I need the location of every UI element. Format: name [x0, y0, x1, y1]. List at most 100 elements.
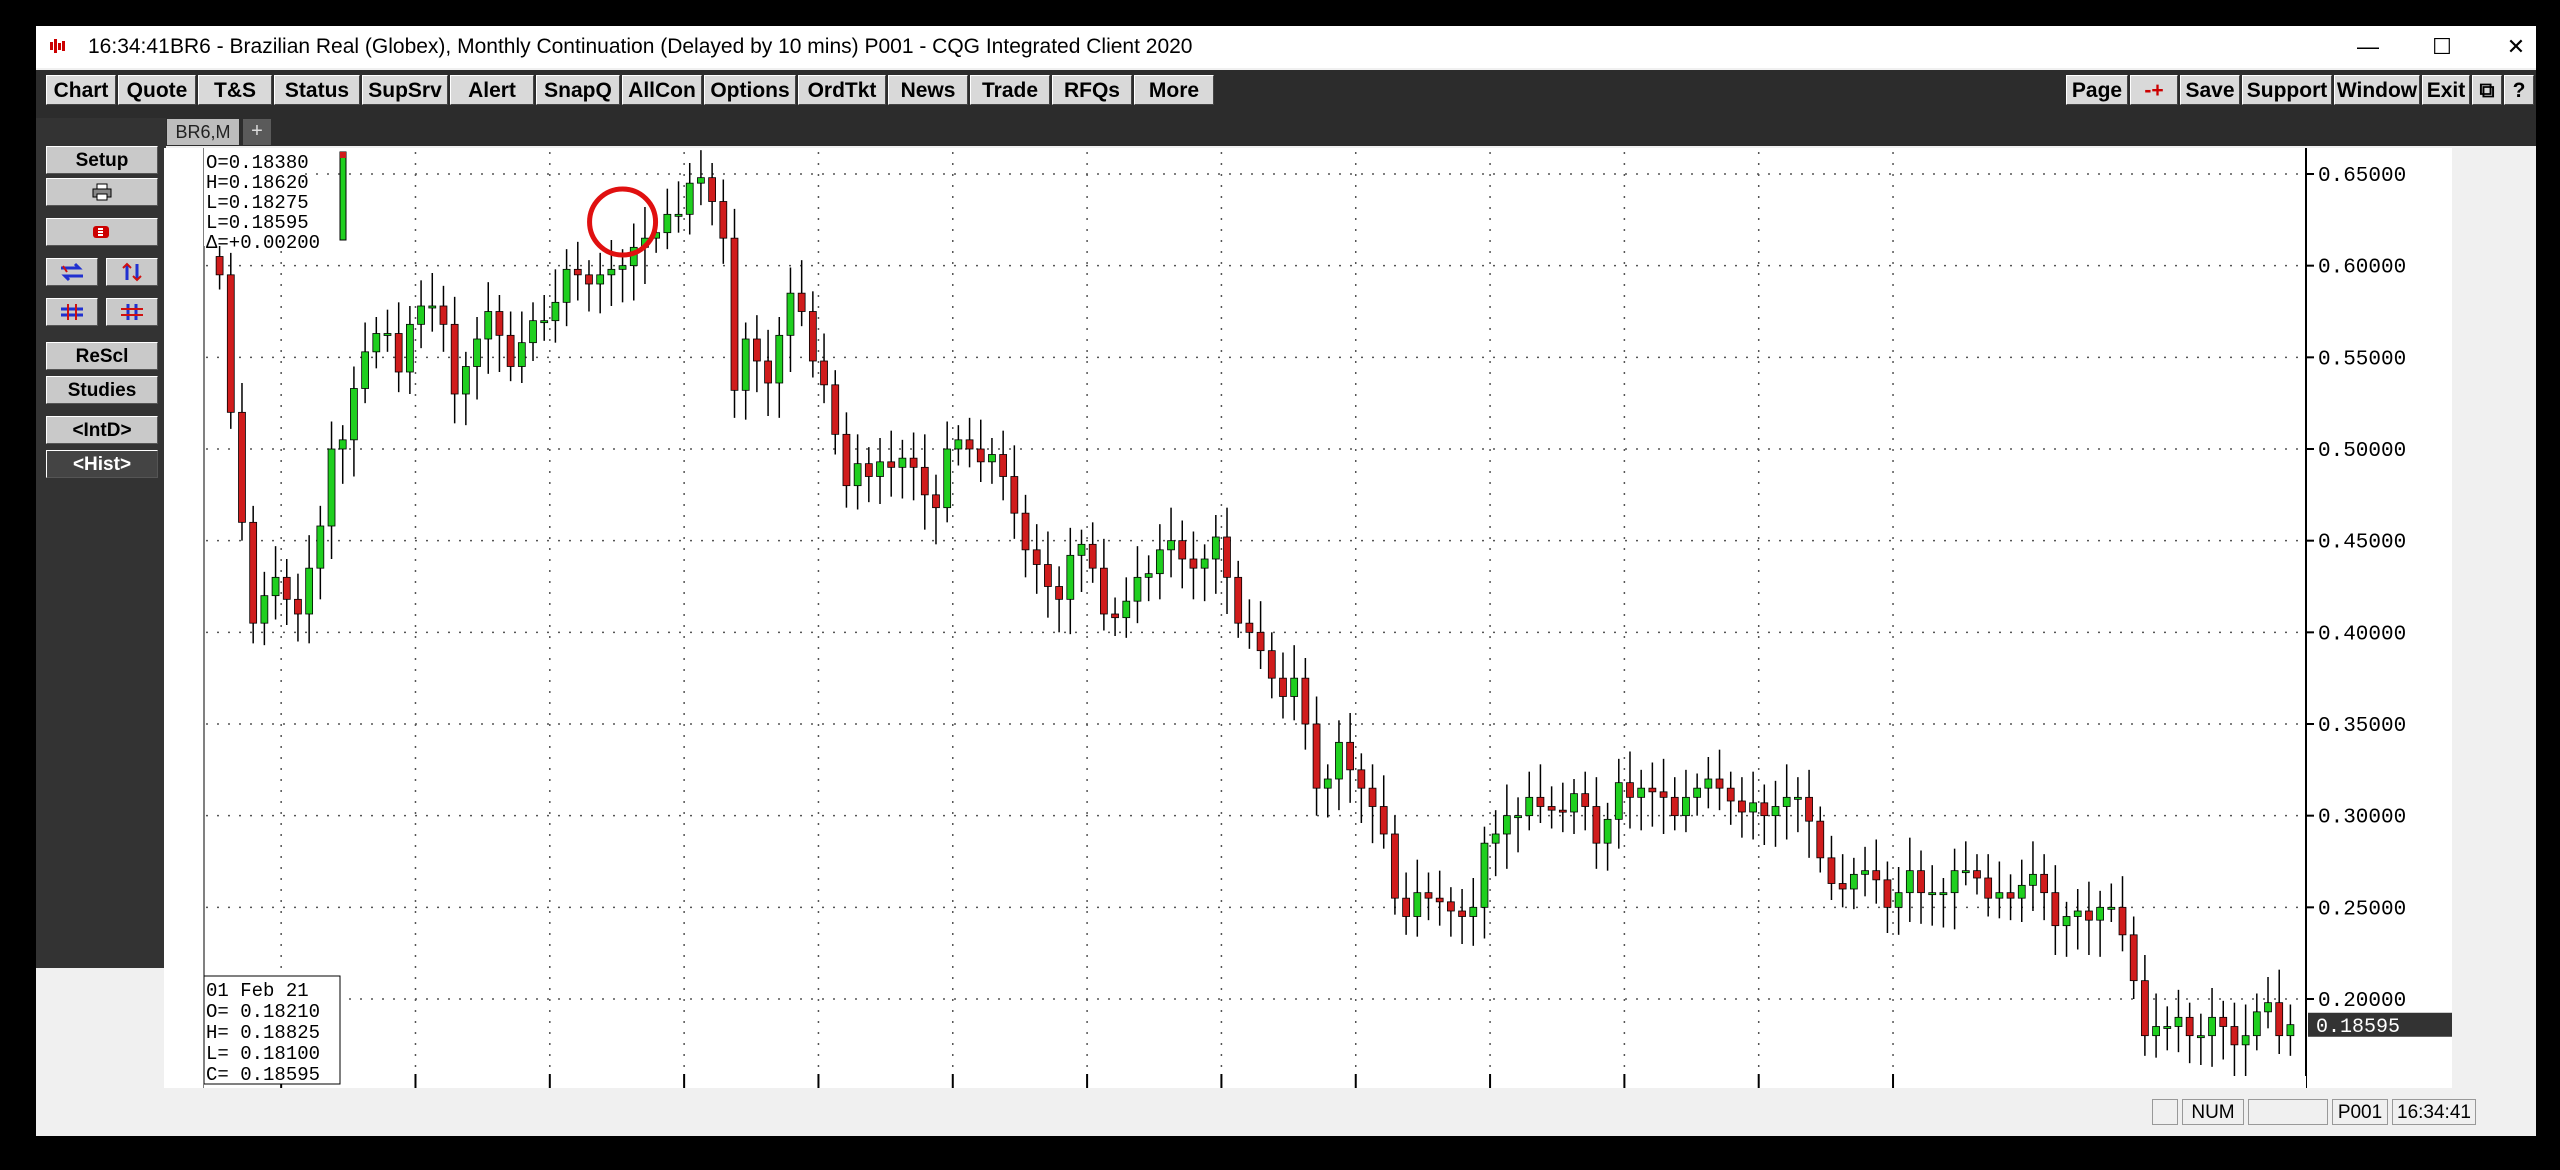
candle-body	[932, 494, 940, 509]
support-button[interactable]: Support	[2242, 75, 2332, 105]
candle-body	[1301, 677, 1310, 725]
vertical-expand-icon[interactable]	[106, 298, 158, 326]
candle-body	[988, 454, 996, 463]
rescale-button[interactable]: ReScl	[46, 342, 158, 370]
candle-body	[573, 268, 582, 276]
candle-body	[2275, 1002, 2284, 1037]
quote-button[interactable]: Quote	[118, 75, 196, 105]
candle-body	[697, 177, 705, 184]
candle-body	[1950, 870, 1959, 894]
candle-body	[943, 448, 952, 509]
print-icon[interactable]	[46, 178, 158, 206]
price-tick-label: 0.30000	[2318, 807, 2406, 830]
last-price-label: 0.18595	[2316, 1016, 2400, 1039]
options-button[interactable]: Options	[704, 75, 796, 105]
rfqs-button[interactable]: RFQs	[1052, 75, 1132, 105]
candle-body	[753, 338, 761, 362]
add-tab-button[interactable]: +	[243, 119, 271, 145]
close-button[interactable]: ✕	[2506, 34, 2526, 59]
candle-body	[1894, 892, 1903, 908]
price-chart[interactable]: 0.65000 0.60000 0.55000 0.50000 0.45000 0.400…	[164, 148, 2452, 1088]
price-tick-label: 0.65000	[2318, 165, 2406, 188]
alert-button[interactable]: Alert	[450, 75, 534, 105]
history-button[interactable]: <Hist>	[46, 450, 158, 478]
restore-icon[interactable]: ⧉	[2472, 75, 2502, 105]
num-lock-indicator: NUM	[2182, 1099, 2244, 1125]
more-button[interactable]: More	[1134, 75, 1214, 105]
candle-body	[473, 338, 481, 367]
status-button[interactable]: Status	[274, 75, 360, 105]
exit-button[interactable]: Exit	[2422, 75, 2470, 105]
candle-body	[305, 567, 314, 615]
candle-body	[1133, 576, 1142, 602]
price-tick-label: 0.25000	[2318, 898, 2406, 921]
candle-body	[1637, 787, 1646, 798]
candle-body	[965, 439, 974, 450]
candle-body	[596, 274, 605, 285]
candle-body	[1704, 778, 1713, 789]
candle-body	[1738, 800, 1746, 813]
candle-body	[1961, 870, 1970, 874]
price-tick-label: 0.35000	[2318, 715, 2406, 738]
ordtkt-button[interactable]: OrdTkt	[798, 75, 886, 105]
candle-body	[585, 274, 593, 285]
status-bar: NUM P001 16:34:41	[36, 1094, 2536, 1136]
candle-body	[1514, 815, 1522, 819]
tab-br6-monthly[interactable]: BR6,M	[167, 119, 239, 145]
candle-body	[1861, 870, 1869, 875]
candle-body	[1391, 833, 1399, 899]
candle-body	[999, 454, 1008, 477]
candle-body	[1648, 787, 1657, 793]
maximize-button[interactable]: ☐	[2432, 34, 2452, 59]
candle-body	[350, 388, 358, 441]
ohlc-date: 01 Feb 21	[206, 980, 309, 1002]
candle-body	[484, 311, 493, 340]
allcon-button[interactable]: AllCon	[622, 75, 702, 105]
cursor-mode-icon[interactable]	[46, 218, 158, 246]
chart-sidebar: Setup ReScl Studies <IntD> <Hist>	[36, 118, 166, 968]
candle-body	[2118, 906, 2127, 936]
minimize-button[interactable]: —	[2357, 34, 2379, 59]
save-button[interactable]: Save	[2180, 75, 2240, 105]
candle-body	[1167, 540, 1175, 551]
candle-body	[741, 338, 750, 391]
page-button[interactable]: Page	[2066, 75, 2128, 105]
studies-button[interactable]: Studies	[46, 376, 158, 404]
horizontal-expand-icon[interactable]	[46, 298, 98, 326]
chart-button[interactable]: Chart	[46, 75, 116, 105]
candle-body	[316, 525, 325, 569]
candle-body	[2073, 910, 2082, 917]
horizontal-compress-icon[interactable]	[46, 258, 98, 286]
candle-body	[215, 256, 224, 276]
candle-body	[1626, 782, 1634, 798]
candle-body	[976, 448, 985, 463]
candle-body	[674, 213, 683, 217]
news-button[interactable]: News	[888, 75, 968, 105]
trade-button[interactable]: Trade	[970, 75, 1050, 105]
candle-body	[1984, 877, 1993, 899]
candle-body	[562, 268, 571, 303]
candle-body	[1693, 787, 1702, 798]
chart-grid	[206, 152, 2304, 1076]
ts-button[interactable]: T&S	[198, 75, 272, 105]
candle-body	[1917, 870, 1925, 894]
ohlc-bottom-low: L= 0.18100	[206, 1043, 320, 1065]
intraday-button[interactable]: <IntD>	[46, 416, 158, 444]
candle-body	[1771, 806, 1780, 817]
candle-body	[1805, 796, 1813, 822]
snapq-button[interactable]: SnapQ	[536, 75, 620, 105]
plus-minus-button[interactable]: -+	[2130, 75, 2178, 105]
last-price-box	[2308, 1012, 2452, 1037]
candle-body	[1010, 476, 1019, 514]
candle-body	[1155, 549, 1164, 575]
ohlc-open: O=0.18380	[206, 152, 309, 174]
application-window: 16:34:41 BR6 - Brazilian Real (Globex), …	[36, 26, 2536, 1136]
supsrv-button[interactable]: SupSrv	[362, 75, 448, 105]
candle-body	[1558, 809, 1567, 813]
setup-button[interactable]: Setup	[46, 146, 158, 174]
candle-body	[1435, 897, 1444, 903]
window-button[interactable]: Window	[2334, 75, 2420, 105]
vertical-compress-icon[interactable]	[106, 258, 158, 286]
status-blank-2	[2248, 1099, 2328, 1125]
help-icon[interactable]: ?	[2504, 75, 2534, 105]
